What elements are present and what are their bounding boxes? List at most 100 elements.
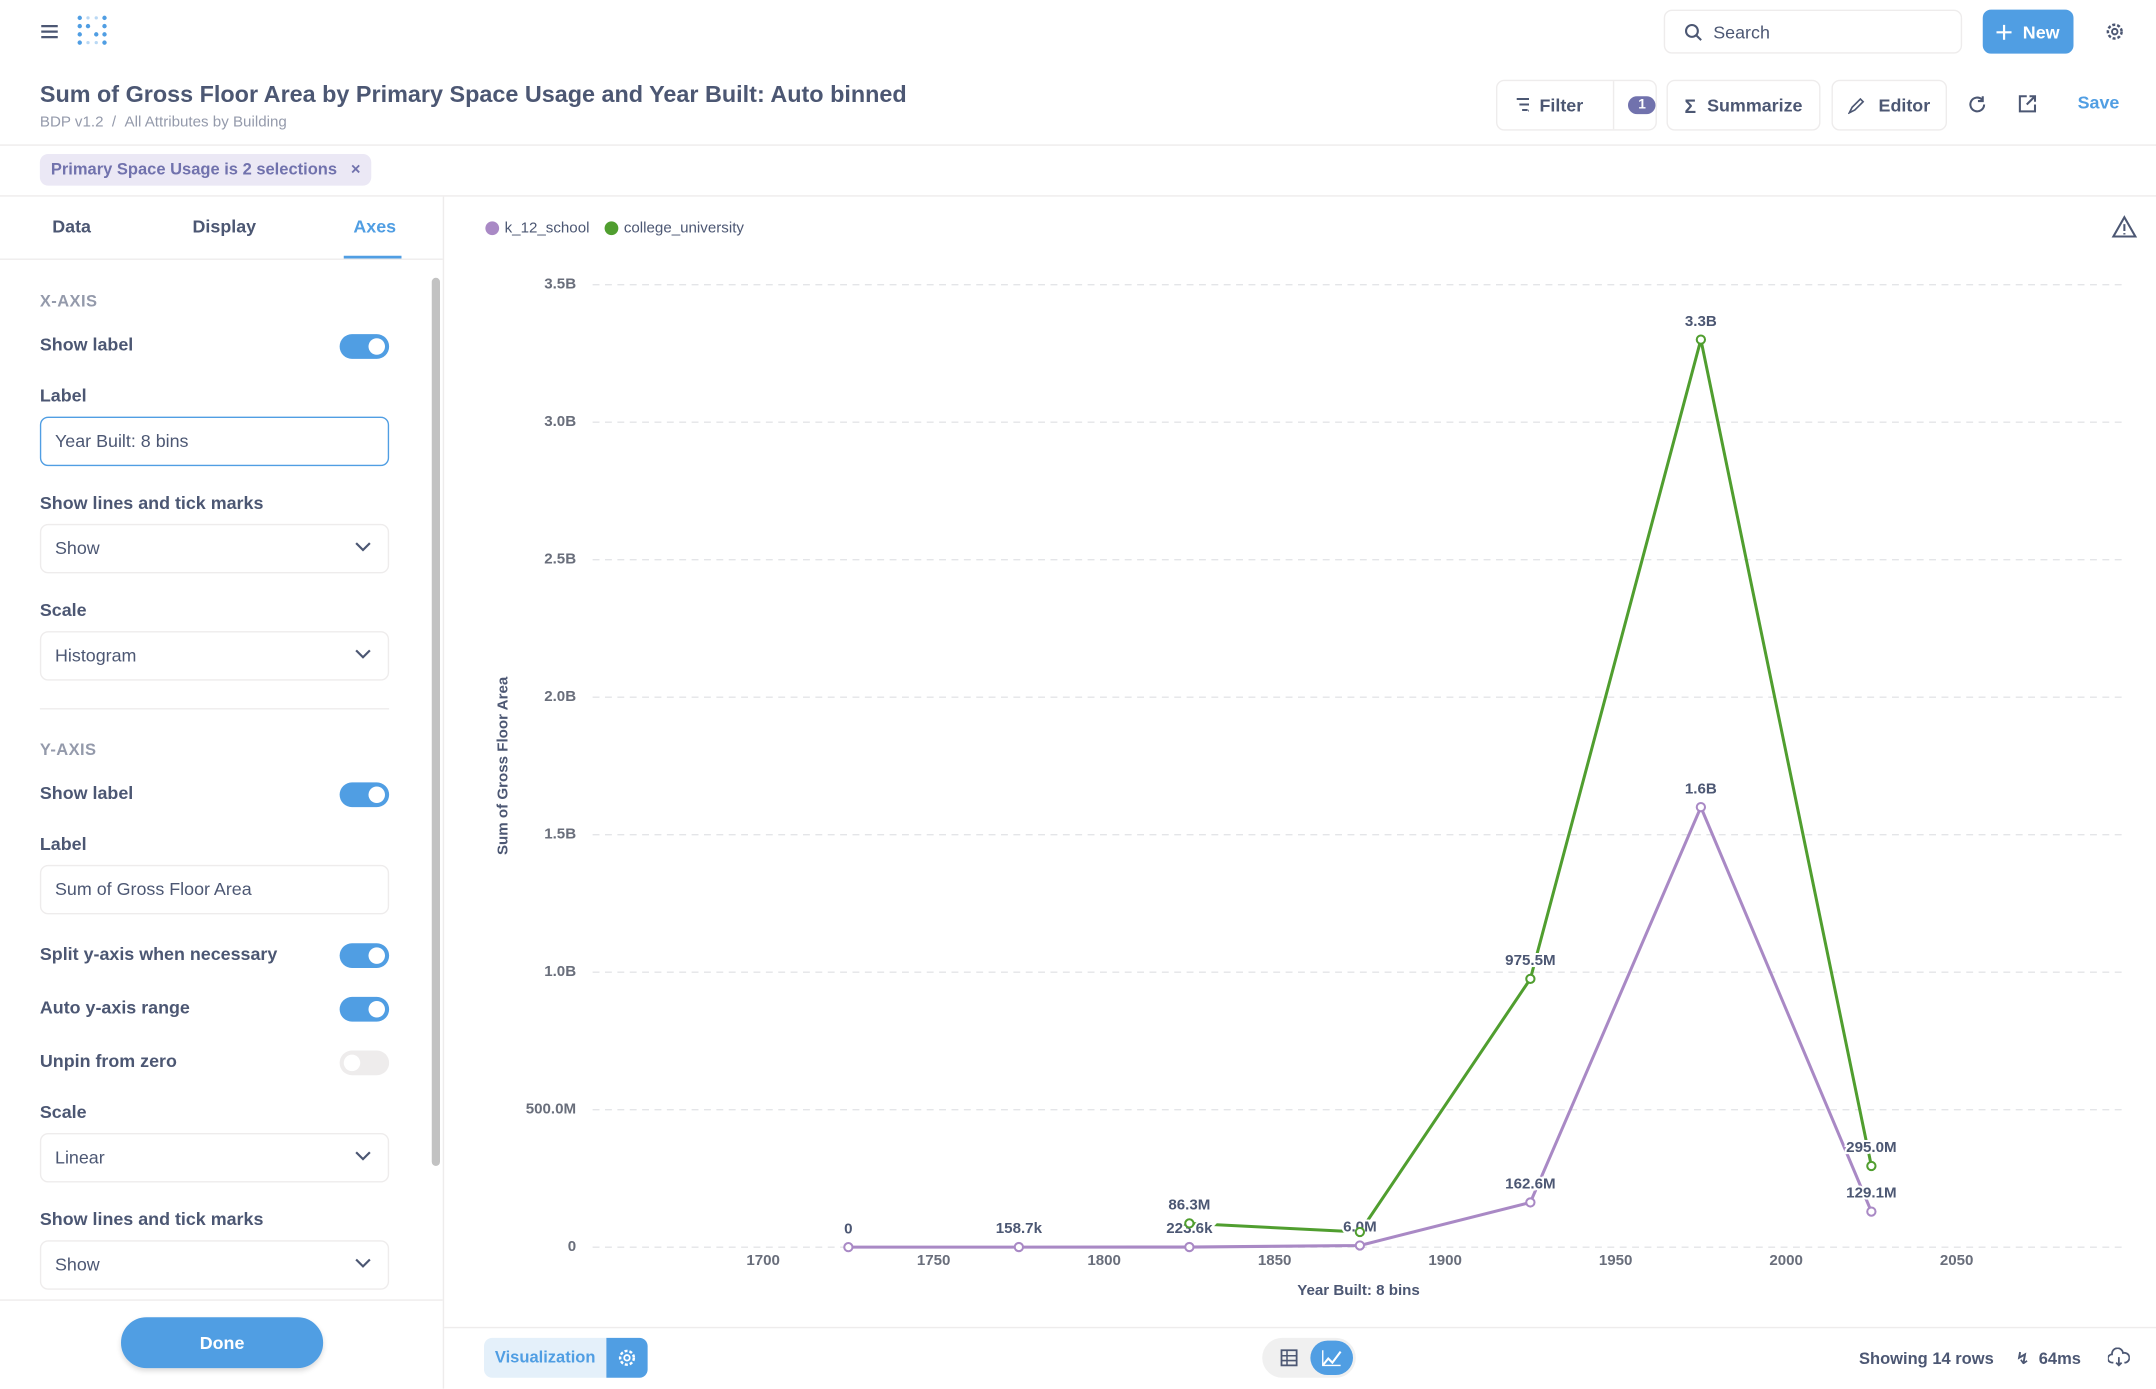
- series-line: [1189, 338, 1873, 1234]
- data-point: [1866, 1160, 1877, 1172]
- x-tick-label: 1750: [917, 1252, 951, 1269]
- logo[interactable]: [76, 14, 112, 50]
- divider: [444, 1326, 2156, 1329]
- visualization-button[interactable]: Visualization: [484, 1337, 607, 1378]
- tab[interactable]: Display: [192, 215, 257, 237]
- data-label: 295.0M: [1846, 1139, 1896, 1156]
- sigma-icon: Σ: [1684, 94, 1697, 117]
- settings-icon[interactable]: [2105, 22, 2124, 41]
- divider: [0, 195, 2156, 197]
- data-point: [1866, 1206, 1877, 1217]
- tab[interactable]: Axes: [353, 215, 397, 237]
- done-button[interactable]: Done: [121, 1317, 324, 1369]
- input-value: Sum of Gross Floor Area: [55, 878, 252, 900]
- data-point: [1695, 334, 1707, 345]
- toggle[interactable]: [339, 1050, 390, 1076]
- y-axis-label: Sum of Gross Floor Area: [494, 676, 511, 855]
- chevron: [355, 1258, 371, 1268]
- search-box[interactable]: Search: [1663, 9, 1963, 54]
- refresh-icon[interactable]: [1968, 95, 1987, 114]
- input-value: Year Built: 8 bins: [55, 430, 189, 451]
- legend-swatch: [604, 221, 619, 236]
- setting-label: Label: [39, 385, 87, 406]
- data-point: [1354, 1240, 1366, 1251]
- warning-icon[interactable]: [2111, 215, 2138, 238]
- view-toggle[interactable]: [1262, 1337, 1356, 1378]
- x-tick-label: 1850: [1258, 1252, 1292, 1269]
- setting-label: Show lines and tick marks: [39, 492, 264, 513]
- new-button[interactable]: New: [1982, 9, 2074, 54]
- filter-count: 1: [1628, 96, 1656, 115]
- data-label: 1.6B: [1685, 780, 1717, 797]
- scrollbar[interactable]: [431, 277, 440, 1166]
- filter-pill-label: Primary Space Usage is 2 selections: [50, 159, 338, 179]
- editor-button[interactable]: Editor: [1831, 79, 1947, 131]
- data-point: [1184, 1241, 1195, 1253]
- chevron: [355, 1151, 371, 1161]
- setting-label: Show label: [39, 334, 134, 355]
- filter-icon: [1516, 97, 1529, 111]
- y-tick-label: 500.0M: [526, 1101, 576, 1118]
- sidebar-border: [442, 196, 445, 1389]
- summarize-label: Summarize: [1707, 94, 1803, 116]
- download-icon[interactable]: [2107, 1347, 2130, 1367]
- data-point: [1013, 1241, 1025, 1253]
- data-label: 3.3B: [1685, 313, 1717, 330]
- toggle[interactable]: [339, 943, 390, 968]
- menu-icon[interactable]: [40, 22, 59, 41]
- toggle[interactable]: [339, 996, 390, 1022]
- x-tick-label: 1950: [1599, 1252, 1633, 1269]
- data-point: [843, 1241, 854, 1253]
- filter-button[interactable]: Filter 1: [1496, 79, 1657, 131]
- x-axis-label: Year Built: 8 bins: [1297, 1282, 1420, 1299]
- chart-view[interactable]: [1310, 1340, 1353, 1375]
- select[interactable]: Histogram: [39, 631, 390, 681]
- text-input[interactable]: Year Built: 8 bins: [39, 416, 390, 467]
- setting-label: Label: [39, 833, 87, 854]
- search-placeholder: Search: [1713, 21, 1770, 42]
- legend-label: college_university: [624, 219, 745, 236]
- toggle[interactable]: [339, 334, 390, 359]
- data-label: 0: [844, 1220, 852, 1237]
- y-tick-label: 1.0B: [544, 963, 576, 980]
- data-label: 223.6k: [1166, 1220, 1213, 1237]
- data-label: 129.1M: [1846, 1185, 1896, 1202]
- select[interactable]: Linear: [39, 1133, 390, 1183]
- toggle[interactable]: [339, 782, 390, 808]
- viz-settings-button[interactable]: [606, 1337, 648, 1378]
- remove-filter[interactable]: ×: [350, 159, 361, 179]
- table-icon[interactable]: [1280, 1349, 1298, 1367]
- select-value: Show: [55, 1254, 100, 1275]
- select-value: Show: [55, 537, 100, 559]
- editor-icon: [1848, 97, 1865, 114]
- select[interactable]: Show: [39, 523, 390, 574]
- setting-label: Show label: [39, 782, 134, 803]
- y-tick-label: 0: [568, 1238, 576, 1255]
- select-value: Histogram: [55, 644, 137, 666]
- chart-icon: [1321, 1350, 1342, 1367]
- filter-pill[interactable]: Primary Space Usage is 2 selections ×: [39, 154, 372, 186]
- legend-swatch: [485, 221, 500, 236]
- summarize-button[interactable]: Σ Summarize: [1666, 79, 1821, 131]
- data-point: [1184, 1218, 1195, 1229]
- section-heading: Y-AXIS: [39, 739, 97, 759]
- data-label: 158.7k: [996, 1220, 1043, 1237]
- data-label: 86.3M: [1168, 1197, 1210, 1214]
- row-count: Showing 14 rows: [1859, 1348, 1994, 1369]
- breadcrumb-item[interactable]: BDP v1.2: [39, 114, 104, 131]
- data-point: [1525, 973, 1536, 985]
- tab[interactable]: Data: [52, 215, 92, 237]
- search-icon: [1684, 23, 1702, 41]
- share-icon[interactable]: [2018, 95, 2037, 113]
- x-tick-label: 1900: [1428, 1252, 1462, 1269]
- data-label: 162.6M: [1505, 1176, 1555, 1193]
- legend-label: k_12_school: [505, 219, 590, 236]
- save-button[interactable]: Save: [2077, 92, 2120, 113]
- chevron: [355, 542, 371, 552]
- y-tick-label: 3.0B: [544, 413, 576, 430]
- select[interactable]: Show: [39, 1240, 390, 1290]
- breadcrumb-item[interactable]: All Attributes by Building: [124, 114, 287, 131]
- divider: [39, 708, 390, 710]
- text-input[interactable]: Sum of Gross Floor Area: [39, 864, 390, 915]
